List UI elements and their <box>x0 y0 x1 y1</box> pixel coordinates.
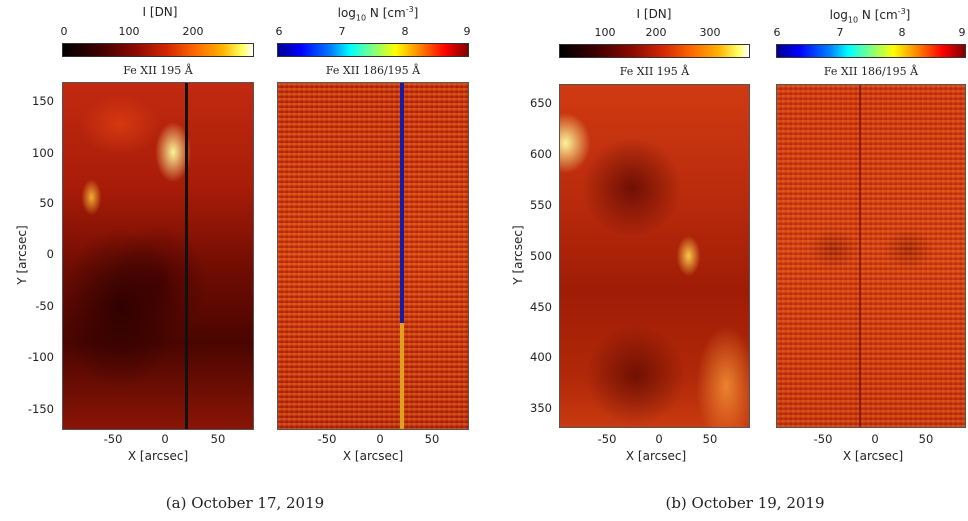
y-tick-a-1: 100 <box>32 146 54 160</box>
y-tick-b-6: 350 <box>530 401 552 415</box>
slit-gap-line-a <box>185 83 188 429</box>
y-tick-b-0: 650 <box>530 96 552 110</box>
density-colorbar-label-a: log10 N [cm-3] <box>337 5 419 23</box>
intensity-colorbar-tick-b-0: 100 <box>594 26 616 39</box>
x-axis-label-b-intensity: X [arcsec] <box>625 449 687 463</box>
density-colorbar-b <box>776 44 966 58</box>
density-map-title-a: Fe XII 186/195 Å <box>325 64 421 77</box>
x-axis-label-a-intensity: X [arcsec] <box>127 449 189 463</box>
density-map-a <box>277 82 469 430</box>
x-tick-a-i-2: 50 <box>210 432 226 446</box>
intensity-colorbar-b <box>559 44 750 58</box>
y-tick-b-5: 400 <box>530 350 552 364</box>
density-map-b <box>776 84 966 428</box>
x-tick-a-i-0: -50 <box>103 432 123 446</box>
x-tick-b-i-1: 0 <box>655 432 663 446</box>
x-axis-label-b-density: X [arcsec] <box>842 449 904 463</box>
x-tick-b-i-0: -50 <box>597 432 617 446</box>
slit-gap-line-density-b <box>859 85 861 427</box>
intensity-colorbar-label-a: I [DN] <box>142 5 178 19</box>
density-colorbar-tick-b-2: 8 <box>898 26 906 39</box>
density-colorbar-tick-a-2: 8 <box>401 25 409 38</box>
intensity-colorbar-tick-b-2: 300 <box>699 26 721 39</box>
x-tick-b-n-0: -50 <box>813 432 833 446</box>
y-tick-a-4: -50 <box>35 299 54 313</box>
y-tick-a-3: 0 <box>46 247 54 261</box>
y-tick-a-0: 150 <box>32 94 54 108</box>
x-tick-b-n-1: 0 <box>871 432 879 446</box>
y-tick-b-2: 550 <box>530 198 552 212</box>
intensity-colorbar-tick-a-2: 200 <box>182 25 204 38</box>
density-colorbar-tick-b-3: 9 <box>958 26 966 39</box>
density-colorbar-a <box>277 43 469 57</box>
density-map-title-b: Fe XII 186/195 Å <box>823 65 919 78</box>
y-tick-a-2: 50 <box>39 196 54 210</box>
intensity-map-title-b: Fe XII 195 Å <box>619 65 690 78</box>
y-tick-b-3: 500 <box>530 249 552 263</box>
slit-gap-edge-density-a <box>400 323 404 429</box>
intensity-map-a <box>62 82 254 430</box>
density-colorbar-tick-b-0: 6 <box>773 26 781 39</box>
x-tick-a-i-1: 0 <box>161 432 169 446</box>
x-tick-b-n-2: 50 <box>918 432 934 446</box>
caption-b: (b) October 19, 2019 <box>665 494 825 512</box>
y-tick-b-1: 600 <box>530 147 552 161</box>
intensity-colorbar-label-b: I [DN] <box>636 7 672 21</box>
density-colorbar-tick-b-1: 7 <box>836 26 844 39</box>
x-tick-a-n-1: 0 <box>376 432 384 446</box>
x-axis-label-a-density: X [arcsec] <box>342 449 404 463</box>
y-tick-a-5: -100 <box>27 350 54 364</box>
x-tick-a-n-0: -50 <box>317 432 337 446</box>
density-colorbar-label-b: log10 N [cm-3] <box>829 7 911 25</box>
density-colorbar-tick-a-0: 6 <box>275 25 283 38</box>
intensity-map-b <box>559 84 750 428</box>
intensity-colorbar-a <box>62 43 254 57</box>
y-tick-b-4: 450 <box>530 300 552 314</box>
density-colorbar-tick-a-3: 9 <box>463 25 471 38</box>
intensity-colorbar-tick-b-1: 200 <box>645 26 667 39</box>
x-tick-b-i-2: 50 <box>702 432 718 446</box>
x-tick-a-n-2: 50 <box>424 432 440 446</box>
intensity-colorbar-tick-a-1: 100 <box>118 25 140 38</box>
caption-a: (a) October 17, 2019 <box>165 494 325 512</box>
slit-gap-line-density-a <box>400 83 404 323</box>
intensity-colorbar-tick-a-0: 0 <box>60 25 68 38</box>
y-tick-a-6: -150 <box>27 402 54 416</box>
intensity-map-title-a: Fe XII 195 Å <box>123 64 193 77</box>
density-colorbar-tick-a-1: 7 <box>338 25 346 38</box>
